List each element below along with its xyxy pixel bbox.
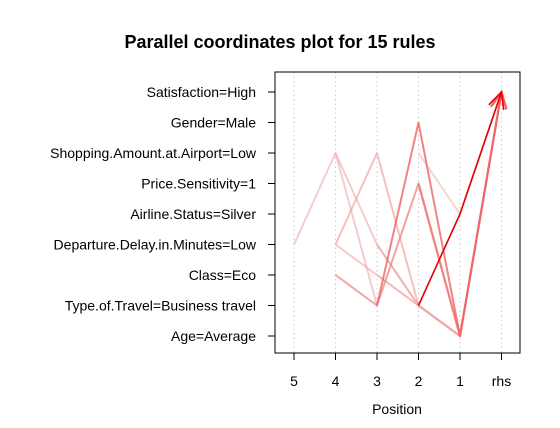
rule-arrowhead-1 [488,90,505,110]
rule-line-2 [376,91,503,337]
x-tick-label: 2 [415,373,423,389]
rule-line-1 [417,91,503,306]
x-tick-label: 1 [456,373,464,389]
y-axis: Age=Average Type.of.Travel=Business trave… [50,84,275,344]
plot-frame [274,71,521,354]
rule-line-9 [334,91,503,337]
rule-line-11 [334,91,503,337]
y-tick-label: Shopping.Amount.at.Airport=Low [50,145,257,161]
x-axis-title: Position [372,401,422,417]
x-tick-label: 5 [290,373,298,389]
rule-lines [293,89,508,337]
rule-line-7 [334,91,503,337]
x-axis: 5 4 3 2 1 rhs [290,353,511,389]
y-tick-label: Satisfaction=High [147,84,256,100]
x-tick-label: rhs [492,373,511,389]
y-tick-label: Price.Sensitivity=1 [141,176,256,192]
y-tick-label: Departure.Delay.in.Minutes=Low [54,237,257,253]
y-tick-label: Airline.Status=Silver [130,206,256,222]
chart-title: Parallel coordinates plot for 15 rules [124,32,435,52]
rule-line-3 [334,91,503,337]
y-tick-label: Gender=Male [171,115,256,131]
rule-line-8 [376,91,503,337]
rule-line-12 [376,91,503,337]
x-tick-label: 3 [373,373,381,389]
x-tick-label: 4 [332,373,340,389]
y-tick-label: Type.of.Travel=Business travel [65,298,256,314]
y-tick-label: Class=Eco [189,267,257,283]
y-tick-label: Age=Average [171,328,256,344]
